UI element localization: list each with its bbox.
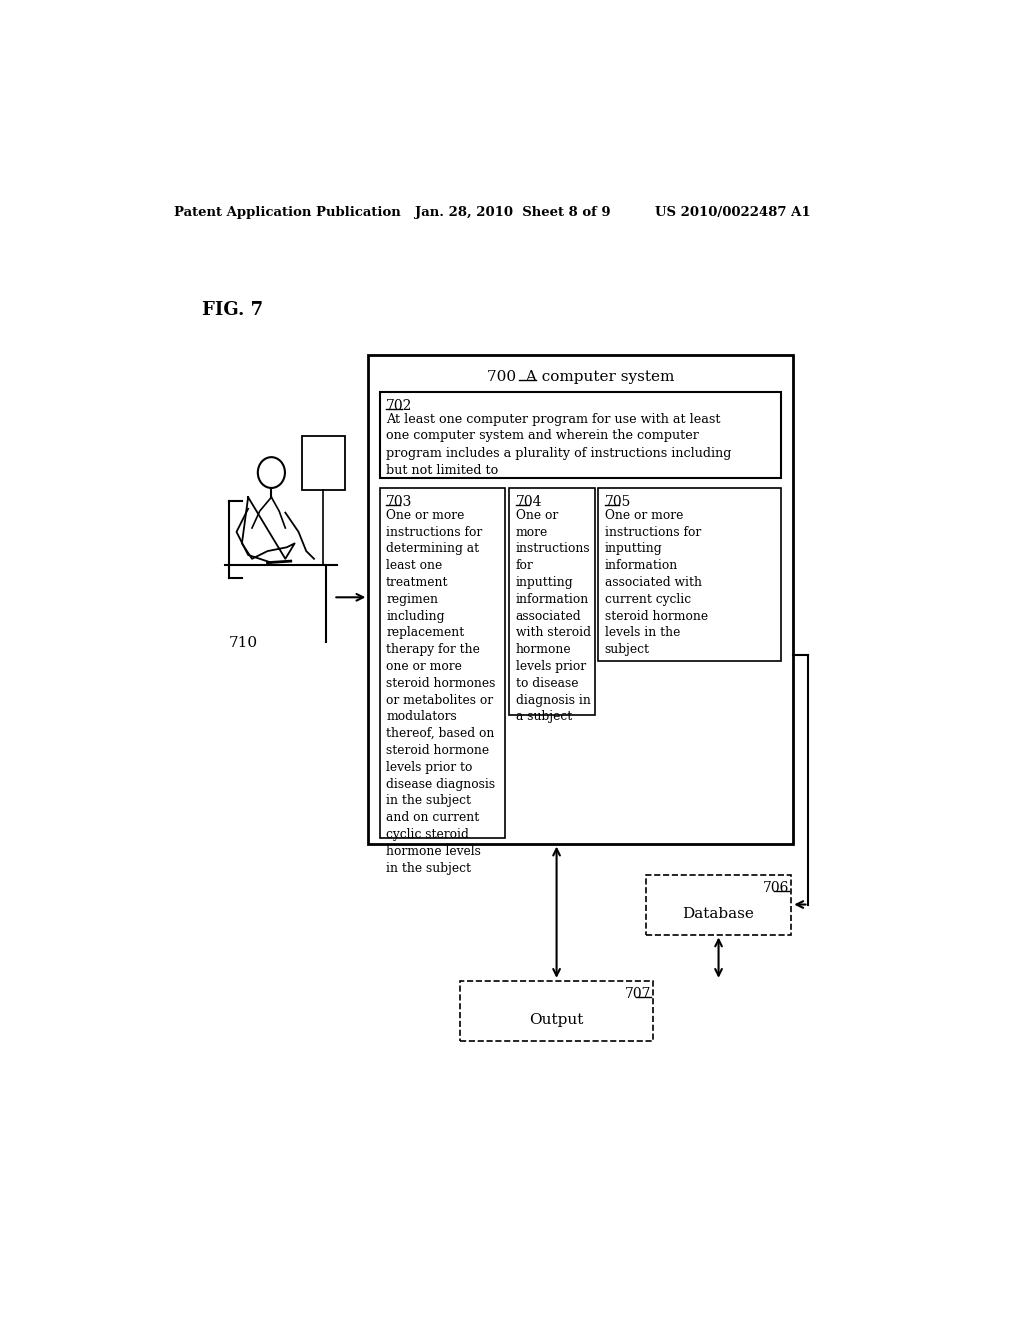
Bar — [369, 355, 793, 843]
Text: Patent Application Publication: Patent Application Publication — [174, 206, 401, 219]
Text: One or
more
instructions
for
inputting
information
associated
with steroid
hormo: One or more instructions for inputting i… — [515, 508, 591, 723]
Bar — [598, 488, 781, 661]
Text: 704: 704 — [515, 495, 542, 510]
Bar — [460, 981, 653, 1040]
Bar — [380, 488, 506, 838]
Text: 702: 702 — [386, 399, 413, 413]
Text: One or more
instructions for
determining at
least one
treatment
regimen
includin: One or more instructions for determining… — [386, 508, 496, 875]
Text: Output: Output — [529, 1014, 584, 1027]
Text: 707: 707 — [625, 987, 651, 1001]
Text: 705: 705 — [604, 495, 631, 510]
Bar — [302, 436, 345, 490]
Text: Database: Database — [683, 907, 755, 921]
Text: 700  A computer system: 700 A computer system — [487, 370, 674, 384]
Text: US 2010/0022487 A1: US 2010/0022487 A1 — [655, 206, 811, 219]
Text: 703: 703 — [386, 495, 413, 510]
Text: FIG. 7: FIG. 7 — [202, 301, 263, 319]
Bar — [646, 875, 792, 935]
Text: Jan. 28, 2010  Sheet 8 of 9: Jan. 28, 2010 Sheet 8 of 9 — [415, 206, 610, 219]
Text: 706: 706 — [763, 880, 790, 895]
Bar — [380, 392, 781, 478]
Text: One or more
instructions for
inputting
information
associated with
current cycli: One or more instructions for inputting i… — [604, 508, 708, 656]
Text: At least one computer program for use with at least
one computer system and wher: At least one computer program for use wi… — [386, 412, 731, 477]
Text: 710: 710 — [228, 636, 258, 649]
Bar — [509, 488, 595, 715]
